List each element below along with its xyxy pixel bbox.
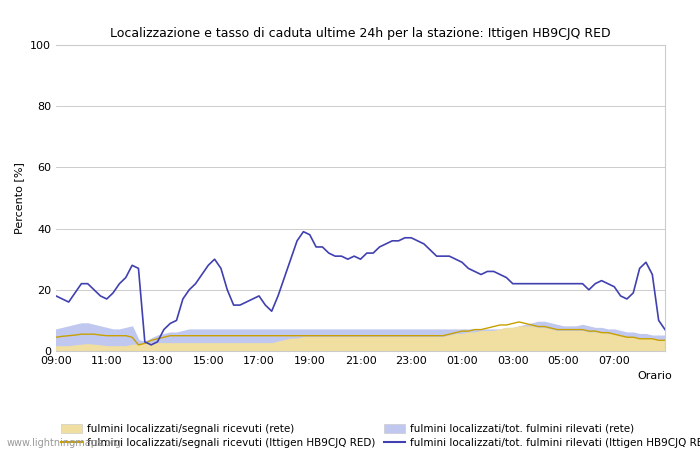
Text: Orario: Orario [637, 371, 672, 381]
Legend: fulmini localizzati/segnali ricevuti (rete), fulmini localizzati/segnali ricevut: fulmini localizzati/segnali ricevuti (re… [61, 423, 700, 448]
Text: www.lightningmaps.org: www.lightningmaps.org [7, 438, 122, 448]
Title: Localizzazione e tasso di caduta ultime 24h per la stazione: Ittigen HB9CJQ RED: Localizzazione e tasso di caduta ultime … [110, 27, 611, 40]
Y-axis label: Percento [%]: Percento [%] [15, 162, 24, 234]
